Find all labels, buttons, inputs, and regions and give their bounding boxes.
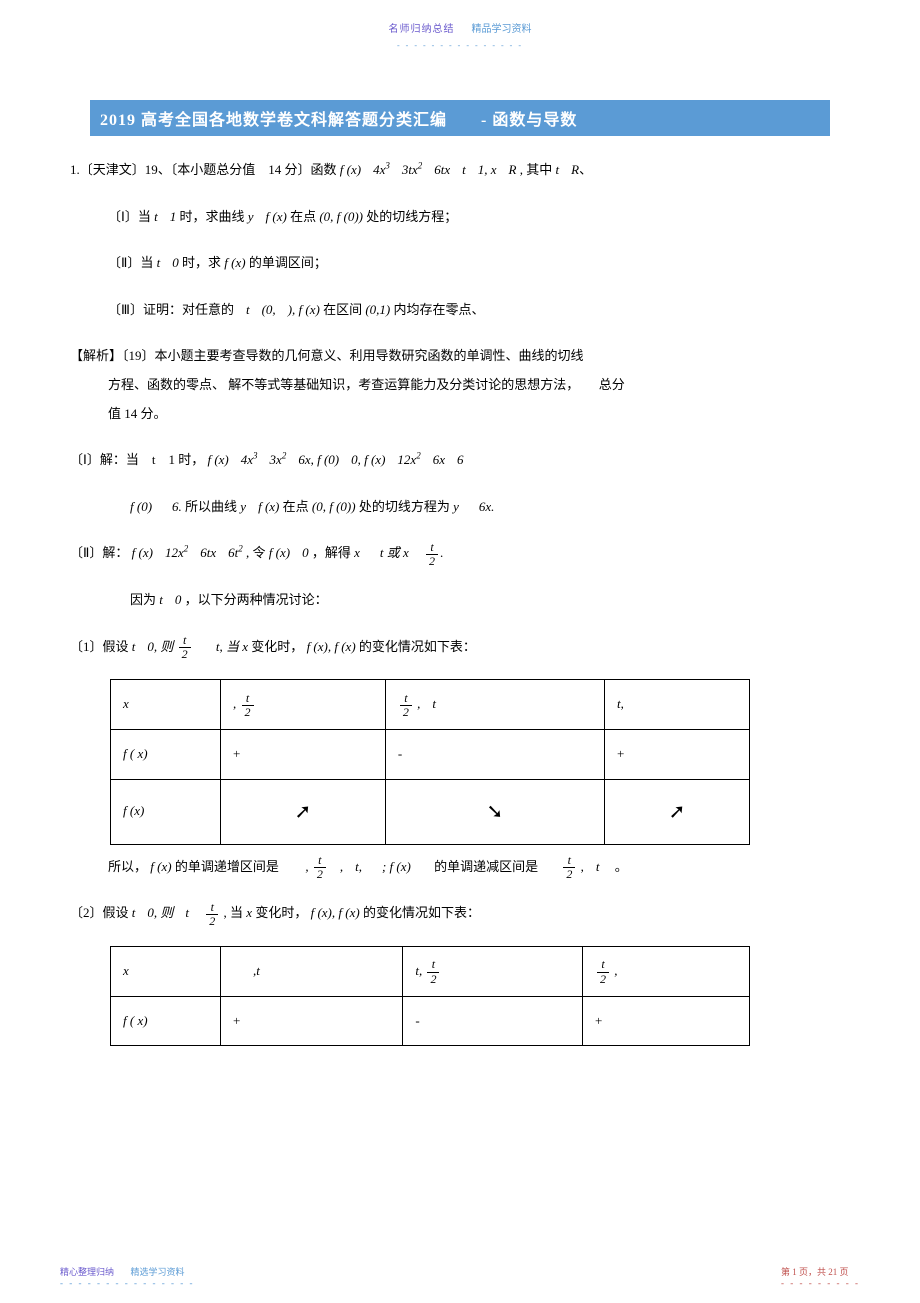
header-dots: - - - - - - - - - - - - - - - xyxy=(60,41,860,50)
sol1-a: 〔Ⅰ〕解：当 t 1 时， xyxy=(70,452,204,467)
header-text-1: 名师归纳总结 xyxy=(389,24,455,35)
cell: f (x) xyxy=(123,803,144,818)
cell: t2 ,t xyxy=(398,696,436,711)
cell: + xyxy=(221,996,403,1046)
header-text-2: 精品学习资料 xyxy=(472,24,532,35)
q1-func: f (x)4x33tx26txt1, xR , xyxy=(340,162,523,177)
content-body: 1.〔天津文〕19、〔本小题总分值 14 分〕函数 f (x)4x33tx26t… xyxy=(60,156,860,1046)
footer-left-dots: - - - - - - - - - - - - - - - xyxy=(60,1278,194,1288)
q1-tail: 其中 tR、 xyxy=(526,162,592,177)
analysis: 【解析】〔19〕本小题主要考查导数的几何意义、利用导数研究函数的单调性、曲线的切… xyxy=(70,342,850,428)
cell: + xyxy=(221,730,386,780)
frac-t2-1: t2 xyxy=(426,541,438,568)
table-row: x ,t t, t2 t2 , xyxy=(111,947,750,997)
cell: + xyxy=(583,996,750,1046)
arrow-up-icon: ➚ xyxy=(669,801,686,823)
cell: f ( x) xyxy=(123,746,148,761)
sol2-a: 〔Ⅱ〕解： xyxy=(70,545,128,560)
sol1-math: f (x)4x33x26x, f (0)0, f (x)12x26x6 xyxy=(207,452,463,467)
frac-t2-2: t2 xyxy=(179,634,191,661)
footer-page-num: 第 1 页，共 21 页 xyxy=(781,1267,849,1277)
cell: t, xyxy=(617,696,624,711)
table-row: f (x) ➚ ➘ ➚ xyxy=(111,779,750,844)
solution-2: 〔Ⅱ〕解： f (x)12x26tx6t2 , 令 f (x)0 ，解得 xt … xyxy=(70,539,850,568)
table-2: x ,t t, t2 t2 , f ( x) + - + xyxy=(110,946,750,1046)
page-container: 名师归纳总结 精品学习资料 - - - - - - - - - - - - - … xyxy=(0,0,920,1303)
part-1: 〔Ⅰ〕当 t1 时，求曲线 yf (x) 在点 (0, f (0)) 处的切线方… xyxy=(70,203,850,232)
page-footer: 精心整理归纳 精选学习资料 - - - - - - - - - - - - - … xyxy=(60,1265,860,1288)
solution-1: 〔Ⅰ〕解：当 t 1 时， f (x)4x33x26x, f (0)0, f (… xyxy=(70,446,850,475)
question-intro: 1.〔天津文〕19、〔本小题总分值 14 分〕函数 f (x)4x33tx26t… xyxy=(70,156,850,185)
footer-left: 精心整理归纳 精选学习资料 - - - - - - - - - - - - - … xyxy=(60,1265,194,1288)
case-1: 〔1〕假设 t0, 则 t2 t, 当 x 变化时， f (x), f (x) … xyxy=(70,633,850,662)
cell: - xyxy=(385,730,604,780)
cell: x xyxy=(123,963,129,978)
table-1: x , t2 t2 ,t t, f ( x) + - + f (x) ➚ ➘ ➚ xyxy=(110,679,750,844)
footer-left-2: 精选学习资料 xyxy=(131,1267,185,1277)
since-line: 因为 t0 ，以下分两种情况讨论： xyxy=(70,586,850,615)
table-row: f ( x) + - + xyxy=(111,996,750,1046)
top-header: 名师归纳总结 精品学习资料 xyxy=(60,20,860,35)
after-table-1: 所以， f (x) 的单调递增区间是 , t2,t,; f (x) 的单调递减区… xyxy=(70,853,850,882)
case2-e: 的变化情况如下表： xyxy=(363,905,480,920)
part-3: 〔Ⅲ〕证明：对任意的t(0,), f (x) 在区间 (0,1) 内均存在零点、 xyxy=(70,296,850,325)
analysis-l2: 方程、函数的零点、 解不等式等基础知识，考查运算能力及分类讨论的思想方法， 总分 xyxy=(70,371,625,400)
case2-d: f (x), f (x) xyxy=(311,905,360,920)
cell: x xyxy=(123,696,129,711)
case2-a: 〔2〕假设 xyxy=(70,905,129,920)
cell: , t2 xyxy=(233,696,256,711)
case1-d: 变化时， xyxy=(251,639,303,654)
frac-t2-3: t2 xyxy=(206,901,218,928)
cell: t2 , xyxy=(595,963,618,978)
table-row: f ( x) + - + xyxy=(111,730,750,780)
footer-left-1: 精心整理归纳 xyxy=(60,1267,114,1277)
cell: - xyxy=(403,996,583,1046)
case-2: 〔2〕假设 t0, 则t t2 , 当 x 变化时， f (x), f (x) … xyxy=(70,899,850,928)
cell: + xyxy=(605,730,750,780)
arrow-down-icon: ➘ xyxy=(487,801,504,823)
cell: ,t xyxy=(233,963,260,978)
case1-f: 的变化情况如下表： xyxy=(359,639,476,654)
table-row: x , t2 t2 ,t t, xyxy=(111,680,750,730)
analysis-l3: 值 14 分。 xyxy=(70,400,167,429)
cell: f ( x) xyxy=(123,1013,148,1028)
analysis-l1: 【解析】〔19〕本小题主要考查导数的几何意义、利用导数研究函数的单调性、曲线的切… xyxy=(70,348,584,363)
case1-e: f (x), f (x) xyxy=(307,639,356,654)
footer-right-dots: - - - - - - - - - xyxy=(781,1278,860,1288)
case1-a: 〔1〕假设 xyxy=(70,639,129,654)
q1-intro-text: 1.〔天津文〕19、〔本小题总分值 14 分〕函数 xyxy=(70,162,337,177)
part-2: 〔Ⅱ〕当 t0 时，求 f (x) 的单调区间； xyxy=(70,249,850,278)
solution-1b: f (0)6. 所以曲线 yf (x) 在点 (0, f (0)) 处的切线方程… xyxy=(70,493,850,522)
page-title: 2019 高考全国各地数学卷文科解答题分类汇编 - 函数与导数 xyxy=(90,100,830,136)
arrow-up-icon: ➚ xyxy=(295,801,312,823)
cell: t, t2 xyxy=(415,963,441,978)
footer-right: 第 1 页，共 21 页 - - - - - - - - - xyxy=(781,1265,860,1288)
